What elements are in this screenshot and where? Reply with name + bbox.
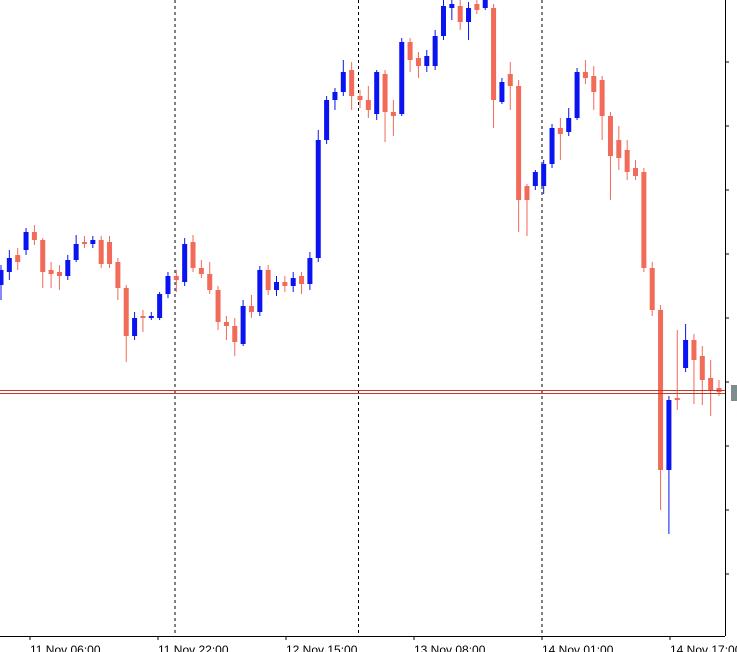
candle-body — [215, 290, 221, 322]
candle-body — [240, 306, 246, 344]
candle-body — [0, 270, 4, 285]
candle-body — [616, 140, 622, 158]
candle-body — [40, 240, 46, 272]
candle-body — [374, 72, 380, 114]
candle-body — [265, 270, 271, 290]
candle-body — [81, 242, 87, 244]
candle-body — [223, 322, 229, 326]
candle-body — [699, 356, 705, 380]
candle-body — [415, 58, 421, 66]
candle-body — [282, 282, 288, 286]
candle-body — [132, 318, 138, 336]
candle-body — [674, 398, 680, 400]
candle-body — [332, 92, 338, 100]
candle-body — [399, 42, 405, 114]
candle-body — [248, 306, 254, 312]
candle-body — [123, 288, 129, 336]
x-tick-label: 14 Nov 01:00 — [542, 643, 614, 652]
candle-body — [574, 72, 580, 118]
x-tick-label: 12 Nov 15:00 — [286, 643, 358, 652]
candle-body — [90, 240, 96, 244]
x-tick-label: 13 Nov 08:00 — [414, 643, 486, 652]
candle-body — [599, 80, 605, 116]
candle-body — [56, 272, 62, 276]
candle-body — [641, 172, 647, 268]
candle-body — [549, 128, 555, 164]
candle-body — [173, 276, 179, 280]
candle-body — [349, 70, 355, 96]
candle-body — [633, 168, 639, 176]
candle-body — [190, 242, 196, 268]
candle-body — [683, 340, 689, 368]
candle-body — [708, 378, 714, 390]
candle-body — [440, 6, 446, 36]
candle-body — [432, 36, 438, 66]
candle-body — [165, 276, 171, 294]
candle-body — [73, 244, 79, 260]
candle-body — [290, 278, 296, 286]
candle-body — [48, 270, 54, 274]
candle-body — [65, 260, 71, 276]
candle-body — [541, 164, 547, 186]
price-tag — [731, 385, 737, 401]
candle-body — [365, 100, 371, 110]
candle-body — [148, 316, 154, 318]
candle-body — [457, 6, 463, 22]
candle-body — [107, 242, 113, 264]
x-tick-label: 11 Nov 22:00 — [158, 643, 229, 652]
candle-body — [649, 268, 655, 310]
candle-body — [482, 0, 488, 8]
candle-body — [382, 74, 388, 112]
candle-body — [566, 118, 572, 132]
candle-body — [491, 8, 497, 100]
candle-body — [424, 56, 430, 66]
candle-body — [157, 294, 163, 318]
candle-body — [466, 8, 472, 22]
candle-body — [98, 240, 104, 264]
candle-body — [390, 112, 396, 116]
candle-body — [624, 150, 630, 172]
candle-body — [198, 268, 204, 274]
x-tick-label: 11 Nov 06:00 — [30, 643, 101, 652]
candle-body — [15, 255, 21, 262]
candle-body — [299, 276, 305, 284]
candle-body — [140, 316, 146, 318]
candle-body — [507, 74, 513, 86]
candle-body — [666, 400, 672, 470]
candle-body — [474, 4, 480, 10]
candle-body — [6, 258, 12, 272]
candle-body — [582, 72, 588, 78]
candle-body — [591, 76, 597, 92]
candle-body — [691, 340, 697, 360]
candle-body — [357, 96, 363, 100]
candle-body — [207, 274, 213, 290]
candle-body — [23, 232, 29, 250]
candle-body — [607, 116, 613, 156]
period-separators — [174, 0, 543, 636]
candle-body — [257, 270, 263, 312]
candle-body — [115, 262, 121, 288]
candle-body — [557, 128, 563, 134]
candle-body — [324, 100, 330, 140]
candle-body — [524, 186, 530, 200]
candle-body — [449, 4, 455, 8]
candle-body — [232, 326, 238, 342]
candle-body — [532, 172, 538, 186]
x-tick-label: 14 Nov 17:00 — [670, 643, 737, 652]
candle-body — [340, 72, 346, 92]
candle-body — [31, 232, 37, 240]
candle-body — [274, 282, 280, 290]
candle-body — [516, 86, 522, 200]
candle-body — [407, 42, 413, 60]
candle-body — [315, 140, 321, 258]
candle-body — [499, 82, 505, 102]
candle-body — [182, 244, 188, 282]
candle-body — [307, 258, 313, 284]
